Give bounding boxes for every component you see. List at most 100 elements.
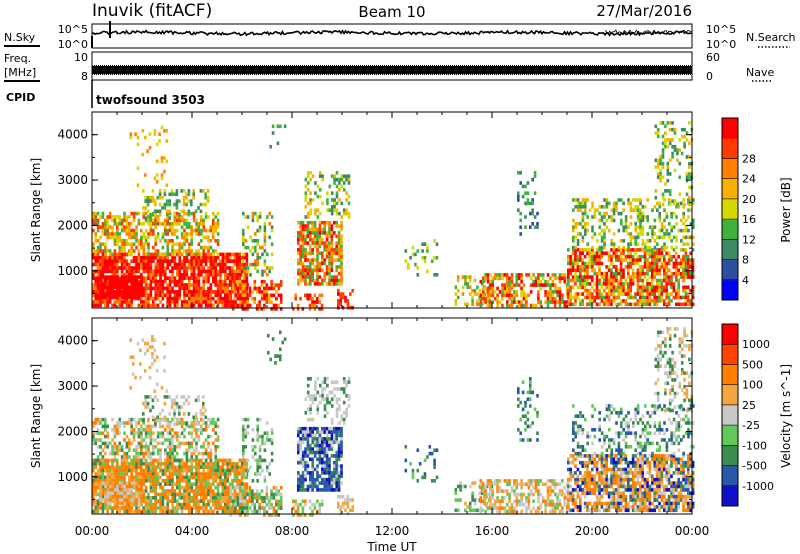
range-time-cell xyxy=(591,205,594,209)
range-time-cell xyxy=(277,283,281,287)
range-time-cell xyxy=(108,479,112,483)
range-time-cell xyxy=(161,496,165,500)
range-time-cell xyxy=(328,282,331,286)
range-time-cell xyxy=(166,202,169,207)
range-time-cell xyxy=(123,225,126,229)
range-time-cell xyxy=(243,256,246,260)
range-time-cell xyxy=(241,283,245,287)
range-time-cell xyxy=(192,482,196,486)
range-time-cell xyxy=(209,475,213,480)
range-time-cell xyxy=(175,192,179,197)
range-time-cell xyxy=(342,181,346,185)
range-time-cell xyxy=(531,201,534,206)
range-time-cell xyxy=(135,295,139,300)
power-ylabel: Slant Range [km] xyxy=(29,158,43,262)
range-time-cell xyxy=(340,184,344,189)
range-time-cell xyxy=(679,265,683,269)
range-time-cell xyxy=(200,232,203,236)
range-time-cell xyxy=(576,198,580,202)
range-time-cell xyxy=(619,254,623,259)
range-time-cell xyxy=(593,258,596,262)
range-time-cell xyxy=(219,468,222,473)
range-time-cell xyxy=(241,286,245,291)
range-time-cell xyxy=(517,300,521,304)
range-time-cell xyxy=(137,428,141,432)
range-time-cell xyxy=(207,492,210,497)
range-time-cell xyxy=(653,285,656,290)
range-time-cell xyxy=(646,299,649,303)
range-time-cell xyxy=(574,254,577,259)
range-time-cell xyxy=(180,242,184,246)
range-time-cell xyxy=(266,215,269,219)
range-time-cell xyxy=(197,502,201,507)
range-time-cell xyxy=(595,254,599,259)
range-time-cell xyxy=(579,299,582,303)
range-time-cell xyxy=(144,262,148,267)
range-time-cell xyxy=(549,286,552,291)
range-time-cell xyxy=(212,441,215,446)
range-time-cell xyxy=(147,283,150,287)
range-time-cell xyxy=(598,271,601,276)
range-time-cell xyxy=(216,262,220,267)
range-time-cell xyxy=(226,283,229,287)
range-time-cell xyxy=(246,245,250,250)
range-time-cell xyxy=(629,254,632,259)
range-time-cell xyxy=(171,228,174,233)
range-time-cell xyxy=(209,485,213,490)
range-time-cell xyxy=(159,434,162,439)
range-time-cell xyxy=(116,462,119,466)
range-time-cell xyxy=(195,465,198,469)
range-time-cell xyxy=(195,225,198,229)
range-time-cell xyxy=(221,472,225,476)
range-time-cell xyxy=(323,231,326,235)
range-time-cell xyxy=(610,285,613,290)
range-time-cell xyxy=(313,268,317,273)
range-time-cell xyxy=(517,276,521,281)
range-time-cell xyxy=(111,462,114,466)
range-time-cell xyxy=(648,299,652,303)
nave-label: Nave xyxy=(746,66,774,79)
range-time-cell xyxy=(214,228,217,233)
range-time-cell xyxy=(123,228,126,233)
range-time-cell xyxy=(183,242,186,246)
range-time-cell xyxy=(144,218,148,223)
range-time-cell xyxy=(299,231,302,235)
range-time-cell xyxy=(156,482,160,486)
range-time-cell xyxy=(243,279,247,284)
range-time-cell xyxy=(118,431,121,435)
range-time-cell xyxy=(109,292,112,296)
range-time-cell xyxy=(603,282,606,286)
range-time-cell xyxy=(481,279,485,284)
range-time-cell xyxy=(588,251,592,256)
range-time-cell xyxy=(330,248,334,252)
range-time-cell xyxy=(195,293,198,297)
range-time-cell xyxy=(325,220,329,225)
range-time-cell xyxy=(456,288,460,293)
range-time-cell xyxy=(149,479,153,483)
range-time-cell xyxy=(104,232,107,236)
range-time-cell xyxy=(188,290,191,294)
range-time-cell xyxy=(224,303,227,308)
range-time-cell xyxy=(106,472,109,476)
range-time-cell xyxy=(461,285,465,290)
range-time-cell xyxy=(581,211,585,216)
range-time-cell xyxy=(123,455,126,459)
range-time-cell xyxy=(178,259,181,263)
range-time-cell xyxy=(660,282,664,286)
range-time-cell xyxy=(168,276,172,280)
range-time-cell xyxy=(101,282,105,286)
range-time-cell xyxy=(328,244,331,249)
range-time-cell xyxy=(212,502,215,507)
range-time-cell xyxy=(692,201,695,206)
range-time-cell xyxy=(166,465,169,469)
range-time-cell xyxy=(209,458,213,463)
range-time-cell xyxy=(140,222,143,226)
range-time-cell xyxy=(142,455,145,459)
range-time-cell xyxy=(204,428,208,432)
range-time-cell xyxy=(202,222,205,226)
range-time-cell xyxy=(658,235,661,240)
range-time-cell xyxy=(156,296,160,301)
range-time-cell xyxy=(349,292,352,296)
range-time-cell xyxy=(156,283,160,287)
range-time-cell xyxy=(636,215,640,219)
